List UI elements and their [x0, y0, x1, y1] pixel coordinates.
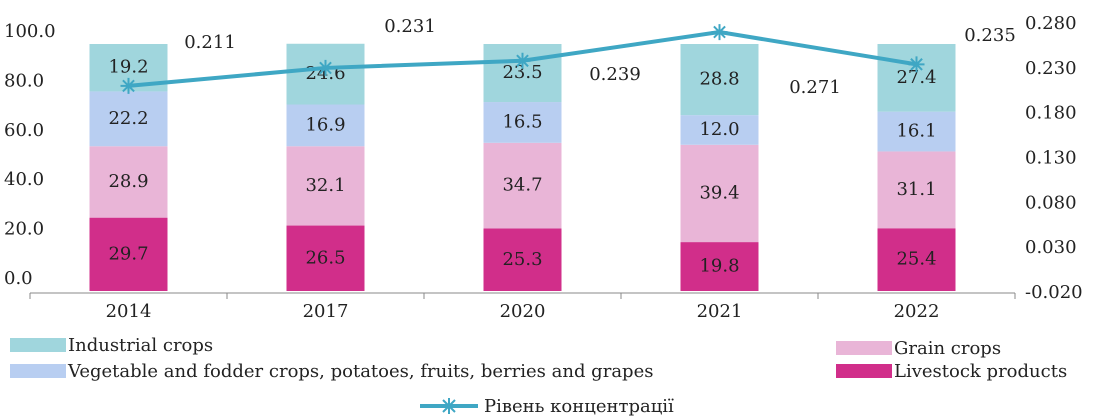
- data-label: 28.9: [108, 171, 148, 192]
- legend-label: Grain crops: [894, 338, 1001, 359]
- y-tick-label: 0.0: [4, 268, 33, 289]
- data-label: 39.4: [699, 182, 739, 203]
- legend-label: Vegetable and fodder crops, potatoes, fr…: [67, 361, 653, 382]
- bar: [89, 217, 168, 291]
- legend-swatch: [10, 338, 66, 352]
- line-marker: [908, 56, 925, 73]
- bar: [286, 104, 365, 147]
- data-label: 28.8: [699, 69, 739, 90]
- bar: [286, 225, 365, 291]
- y2-tick-label: 0.280: [1025, 13, 1077, 34]
- data-label: 27.4: [896, 67, 936, 88]
- data-label: 0.271: [789, 77, 841, 98]
- bar: [877, 151, 956, 229]
- legend-swatch: [836, 364, 892, 378]
- bar: [680, 144, 759, 243]
- data-label: 25.3: [502, 249, 542, 270]
- data-label: 16.9: [305, 114, 345, 135]
- bar: [680, 44, 759, 116]
- bar: [877, 228, 956, 291]
- bar: [680, 115, 759, 145]
- data-label: 23.5: [502, 62, 542, 83]
- data-label: 16.5: [502, 111, 542, 132]
- legend-label: Рівень концентрації: [484, 396, 674, 417]
- data-label: 0.239: [589, 64, 641, 85]
- y2-tick-label: 0.080: [1025, 192, 1077, 213]
- bar: [483, 142, 562, 229]
- y-tick-label: 40.0: [4, 169, 44, 190]
- data-label: 31.1: [896, 179, 936, 200]
- x-tick-label: 2014: [106, 301, 152, 322]
- data-label: 32.1: [305, 175, 345, 196]
- x-tick-label: 2017: [303, 301, 349, 322]
- y-tick-label: 60.0: [4, 120, 44, 141]
- data-label: 25.4: [896, 249, 936, 270]
- y2-tick-label: 0.030: [1025, 237, 1077, 258]
- line-marker: [514, 52, 531, 69]
- x-tick-label: 2021: [697, 301, 743, 322]
- data-label: 29.7: [108, 243, 148, 264]
- bar: [877, 111, 956, 152]
- legend-label: Industrial crops: [68, 335, 213, 356]
- x-tick-label: 2022: [894, 301, 940, 322]
- legend-swatch: [10, 364, 66, 378]
- bar: [483, 228, 562, 291]
- legend-swatch: [836, 341, 892, 355]
- data-label: 16.1: [896, 121, 936, 142]
- data-label: 0.235: [964, 25, 1016, 46]
- bar: [286, 146, 365, 226]
- data-label: 0.211: [184, 32, 236, 53]
- bar: [89, 91, 168, 147]
- y2-tick-label: 0.180: [1025, 103, 1077, 124]
- bar: [680, 242, 759, 291]
- y-tick-label: 20.0: [4, 219, 44, 240]
- data-label: 22.2: [108, 108, 148, 129]
- y-tick-label: 80.0: [4, 70, 44, 91]
- data-label: 19.2: [108, 57, 148, 78]
- line-marker: [317, 59, 334, 76]
- bar: [483, 102, 562, 143]
- y2-tick-label: 0.130: [1025, 148, 1077, 169]
- bar: [89, 146, 168, 218]
- legend-marker: [441, 398, 457, 414]
- data-label: 26.5: [305, 247, 345, 268]
- data-label: 34.7: [502, 175, 542, 196]
- line-marker: [711, 24, 728, 41]
- bar: [877, 44, 956, 112]
- line-marker: [120, 77, 137, 94]
- y2-tick-label: 0.230: [1025, 58, 1077, 79]
- y-tick-label: 100.0: [4, 21, 56, 42]
- data-label: 0.231: [384, 16, 436, 37]
- x-tick-label: 2020: [500, 301, 546, 322]
- data-label: 19.8: [699, 256, 739, 277]
- legend-label: Livestock products: [894, 361, 1067, 382]
- data-label: 12.0: [699, 119, 739, 140]
- y2-tick-label: -0.020: [1025, 282, 1083, 303]
